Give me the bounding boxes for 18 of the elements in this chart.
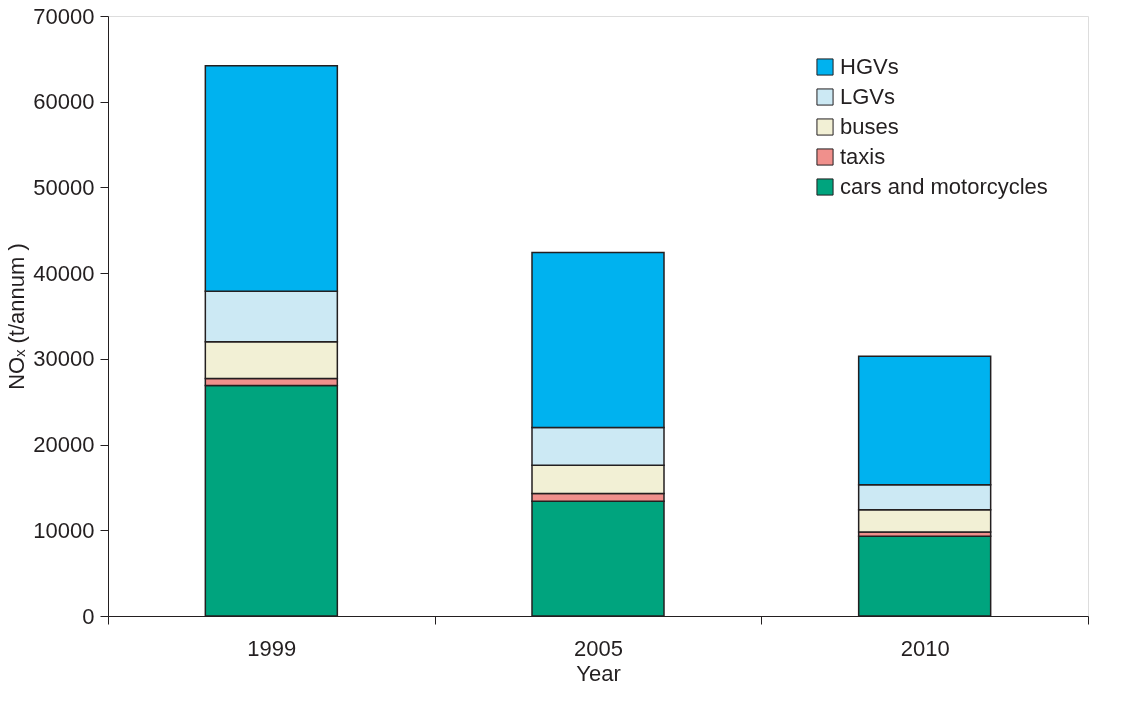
y-tick-label: 60000 bbox=[33, 89, 95, 115]
x-tick-label: 1999 bbox=[247, 635, 297, 661]
y-tick-label: 50000 bbox=[33, 174, 95, 200]
x-tick-label: 2005 bbox=[574, 635, 623, 661]
legend-label: buses bbox=[840, 114, 899, 139]
y-tick-label: 0 bbox=[82, 603, 95, 629]
legend-label: LGVs bbox=[840, 84, 896, 109]
y-tick-label: 40000 bbox=[33, 260, 95, 286]
legend-label: cars and motorcycles bbox=[840, 174, 1048, 199]
y-tick-label: 70000 bbox=[33, 3, 95, 29]
y-axis-title: NOₓ (t/annum ) bbox=[4, 243, 30, 390]
x-tick-label: 2010 bbox=[900, 635, 950, 661]
y-tick-label: 10000 bbox=[33, 517, 95, 543]
legend-label: taxis bbox=[840, 144, 886, 169]
legend-label: HGVs bbox=[840, 54, 899, 79]
y-tick-label: 30000 bbox=[33, 346, 95, 372]
y-tick-label: 20000 bbox=[33, 432, 95, 458]
x-axis-title: Year bbox=[576, 660, 621, 686]
